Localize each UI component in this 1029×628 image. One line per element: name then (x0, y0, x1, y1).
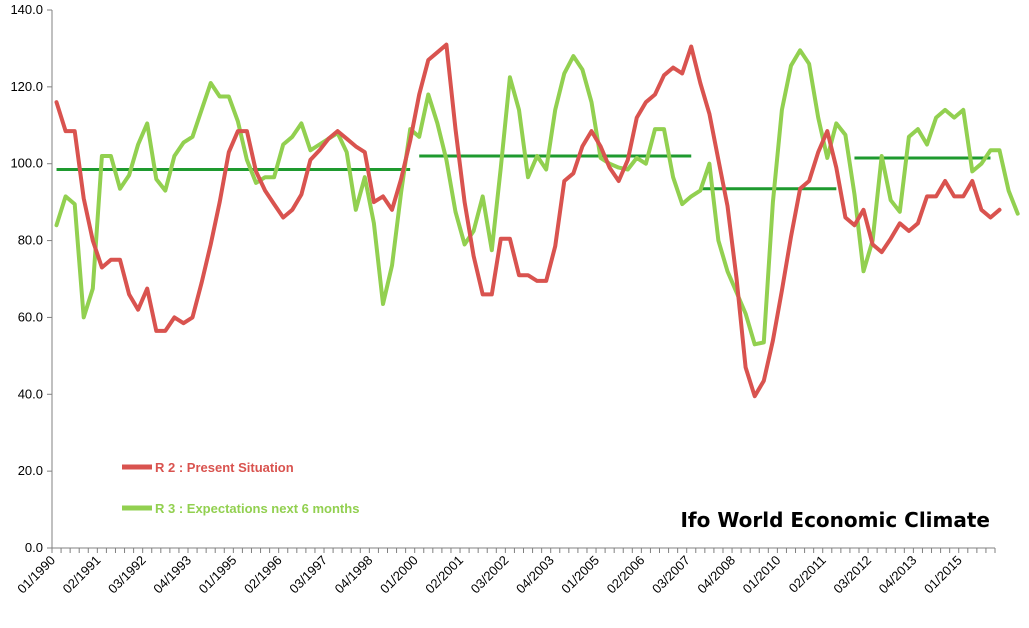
x-tick-label: 01/2010 (740, 553, 784, 597)
x-tick-label: 01/2000 (377, 553, 421, 597)
x-tick-label: 02/1996 (241, 553, 285, 597)
series-line-expectations (54, 48, 1020, 347)
x-tick-label: 01/2005 (558, 553, 602, 597)
legend-label-expectations: R 3 : Expectations next 6 months (155, 501, 359, 516)
x-tick-label: 04/1998 (332, 553, 376, 597)
legend-label-present-situation: R 2 : Present Situation (155, 460, 294, 475)
x-tick-label: 03/2002 (468, 553, 512, 597)
x-tick-label: 04/2008 (694, 553, 738, 597)
x-tick-label: 03/1992 (105, 553, 149, 597)
x-tick-label: 02/2001 (422, 553, 466, 597)
y-tick-label: 40.0 (18, 386, 43, 401)
x-tick-label: 01/1990 (14, 553, 58, 597)
x-tick-label: 02/2011 (786, 553, 829, 596)
y-tick-label: 80.0 (18, 233, 43, 248)
y-tick-label: 20.0 (18, 463, 43, 478)
y-tick-label: 60.0 (18, 309, 43, 324)
x-tick-label: 01/1995 (196, 553, 240, 597)
y-tick-label: 100.0 (10, 156, 43, 171)
y-tick-label: 120.0 (10, 79, 43, 94)
x-tick-label: 04/2003 (513, 553, 557, 597)
series-lines (54, 42, 1020, 399)
x-tick-label: 03/2007 (649, 553, 693, 597)
x-tick-label: 01/2015 (921, 553, 965, 597)
x-tick-label: 02/2006 (604, 553, 648, 597)
x-tick-label: 03/2012 (830, 553, 874, 597)
x-tick-label: 03/1997 (286, 553, 330, 597)
series-line-present-situation (54, 42, 1002, 399)
y-tick-label: 0.0 (25, 540, 43, 555)
chart-title: Ifo World Economic Climate (680, 508, 990, 532)
x-tick-label: 02/1991 (60, 553, 104, 597)
x-tick-label: 04/2013 (876, 553, 920, 597)
y-tick-label: 140.0 (10, 2, 43, 17)
x-tick-label: 04/1993 (150, 553, 194, 597)
legend: R 2 : Present Situation R 3 : Expectatio… (122, 460, 359, 516)
